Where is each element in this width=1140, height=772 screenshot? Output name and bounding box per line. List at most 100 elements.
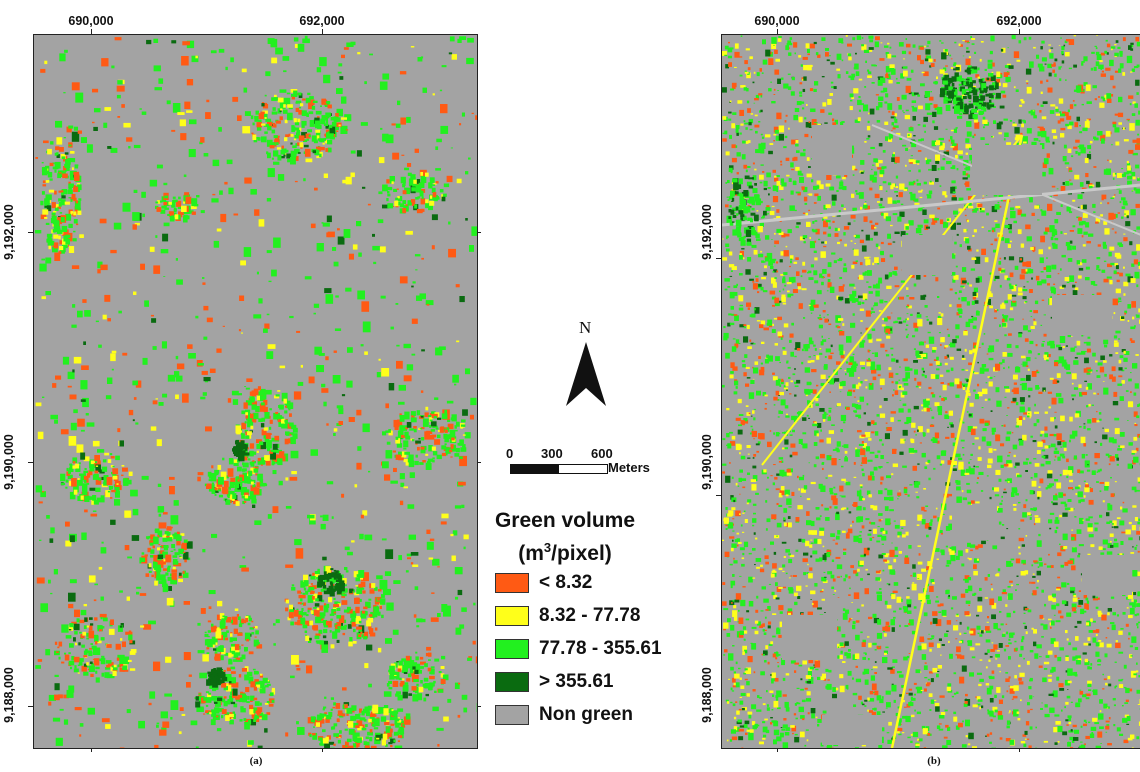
vegetation-patch: [882, 181, 887, 184]
vegetation-patch: [842, 613, 848, 620]
vegetation-patch: [333, 597, 336, 600]
vegetation-patch: [454, 567, 463, 575]
vegetation-patch: [868, 338, 873, 343]
vegetation-patch: [801, 361, 804, 365]
vegetation-patch: [269, 145, 275, 149]
vegetation-patch: [929, 65, 932, 68]
vegetation-patch: [379, 708, 382, 710]
vegetation-patch: [409, 428, 414, 431]
vegetation-patch: [1113, 724, 1116, 727]
vegetation-patch: [864, 679, 869, 685]
vegetation-patch: [338, 421, 343, 425]
vegetation-patch: [771, 680, 774, 684]
vegetation-patch: [456, 340, 460, 343]
vegetation-patch: [742, 645, 747, 652]
vegetation-patch: [218, 494, 223, 498]
vegetation-patch: [1051, 242, 1056, 246]
vegetation-patch: [966, 468, 971, 474]
vegetation-patch: [172, 103, 181, 113]
vegetation-patch: [346, 738, 352, 743]
vegetation-patch: [58, 656, 61, 660]
vegetation-patch: [394, 745, 403, 748]
vegetation-patch: [459, 36, 467, 40]
vegetation-patch: [330, 697, 334, 700]
vegetation-patch: [119, 625, 123, 628]
vegetation-patch: [1083, 82, 1088, 86]
vegetation-patch: [205, 704, 209, 707]
vegetation-patch: [296, 129, 301, 133]
vegetation-patch: [173, 500, 179, 506]
vegetation-patch: [902, 465, 907, 468]
vegetation-patch: [819, 352, 823, 355]
vegetation-patch: [257, 745, 263, 748]
vegetation-patch: [279, 365, 286, 369]
vegetation-patch: [1134, 325, 1136, 328]
vegetation-patch: [849, 587, 851, 590]
vegetation-patch: [1020, 378, 1026, 381]
vegetation-patch: [324, 712, 328, 714]
vegetation-patch: [1065, 52, 1070, 57]
vegetation-patch: [376, 372, 381, 378]
vegetation-patch: [915, 491, 918, 493]
vegetation-patch: [268, 280, 272, 283]
vegetation-patch: [149, 691, 156, 699]
vegetation-patch: [936, 440, 940, 444]
vegetation-patch: [1086, 241, 1091, 244]
vegetation-patch: [286, 433, 290, 436]
vegetation-patch: [864, 271, 869, 273]
vegetation-patch: [385, 430, 391, 433]
vegetation-patch: [324, 574, 330, 580]
x-tick-mark: [91, 747, 92, 752]
vegetation-patch: [267, 152, 271, 159]
vegetation-patch: [348, 253, 354, 260]
vegetation-patch: [845, 71, 849, 74]
vegetation-patch: [357, 726, 363, 731]
vegetation-patch: [832, 693, 837, 699]
vegetation-patch: [201, 370, 208, 375]
vegetation-patch: [852, 174, 855, 176]
vegetation-patch: [411, 686, 417, 691]
vegetation-patch: [1029, 310, 1032, 312]
vegetation-patch: [202, 654, 209, 662]
vegetation-patch: [1103, 387, 1109, 395]
vegetation-patch: [225, 499, 231, 505]
vegetation-patch: [393, 710, 399, 714]
vegetation-patch: [294, 148, 300, 154]
vegetation-patch: [1127, 175, 1133, 180]
vegetation-patch: [258, 681, 265, 687]
vegetation-patch: [389, 180, 392, 184]
vegetation-patch: [74, 201, 81, 210]
vegetation-patch: [418, 686, 424, 693]
vegetation-patch: [396, 443, 403, 448]
vegetation-patch: [1086, 405, 1089, 408]
vegetation-patch: [251, 397, 255, 401]
vegetation-patch: [266, 351, 274, 359]
vegetation-patch: [363, 741, 367, 745]
vegetation-patch: [1053, 62, 1056, 66]
vegetation-patch: [915, 434, 917, 436]
vegetation-patch: [401, 434, 407, 438]
vegetation-patch: [95, 477, 102, 485]
vegetation-patch: [791, 725, 797, 732]
vegetation-patch: [320, 576, 326, 580]
vegetation-patch: [458, 456, 463, 459]
vegetation-patch: [923, 612, 928, 617]
vegetation-patch: [278, 405, 284, 409]
vegetation-patch: [403, 716, 411, 725]
vegetation-patch: [103, 122, 108, 128]
vegetation-patch: [1127, 420, 1129, 421]
vegetation-patch: [1049, 196, 1052, 198]
vegetation-patch: [434, 690, 437, 693]
vegetation-patch: [1009, 307, 1014, 311]
vegetation-patch: [357, 290, 365, 300]
vegetation-patch: [384, 474, 391, 481]
vegetation-patch: [798, 438, 803, 444]
vegetation-patch: [1074, 104, 1077, 107]
vegetation-patch: [211, 473, 217, 477]
vegetation-patch: [336, 639, 340, 643]
vegetation-patch: [232, 637, 237, 641]
vegetation-patch: [852, 353, 855, 355]
vegetation-patch: [827, 679, 830, 681]
vegetation-patch: [444, 427, 447, 430]
vegetation-patch: [64, 164, 71, 168]
